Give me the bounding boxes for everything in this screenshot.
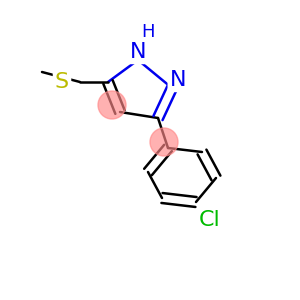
Text: N: N	[170, 70, 186, 90]
Text: N: N	[130, 42, 146, 62]
Circle shape	[98, 91, 126, 119]
Text: Cl: Cl	[199, 210, 221, 230]
Text: S: S	[55, 72, 69, 92]
Circle shape	[150, 128, 178, 156]
Text: H: H	[141, 23, 155, 41]
